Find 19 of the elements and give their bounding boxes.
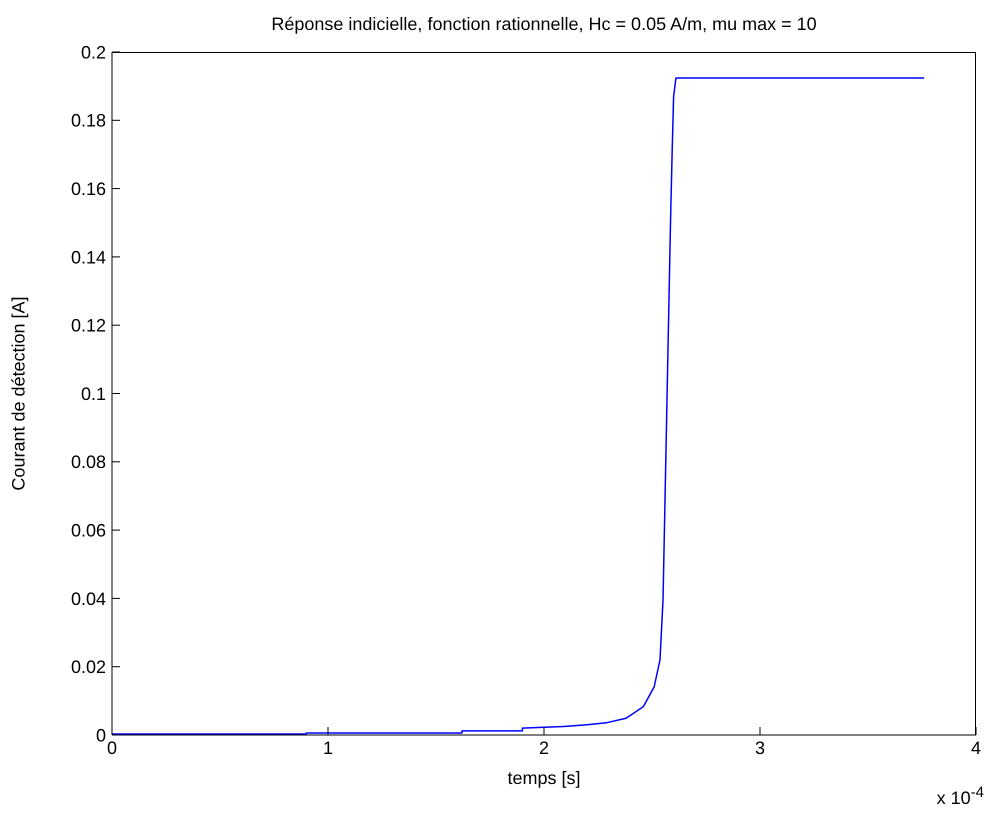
text: x 10$^{-4}$ (936, 784, 984, 809)
y-axis-title: Courant de détection [A] (8, 296, 28, 491)
y-tick-label: 0.04 (70, 588, 106, 609)
x-tick-label: 4 (970, 738, 982, 758)
y-tick-label: 0.18 (70, 110, 106, 131)
x-tick-label: 1 (322, 738, 334, 758)
y-tick-label: 0.1 (80, 384, 106, 404)
x-tick-label: 2 (538, 738, 550, 758)
chart-title: Réponse indicielle, fonction rationnelle, Hc = 0.05 A/m, mu max = 10 (270, 14, 818, 35)
y-tick-label: 0.14 (70, 247, 106, 268)
x-axis-title: temps [s] (507, 768, 581, 788)
y-tick-label: 0.08 (70, 452, 106, 472)
y-tick-label: 0.16 (70, 178, 106, 199)
y-tick-label: 0.02 (70, 657, 106, 678)
y-tick-label: 0.2 (80, 42, 106, 62)
x-tick-label: 3 (754, 738, 766, 758)
y-tick-label: 0.12 (70, 316, 106, 336)
y-tick-label: 0 (96, 725, 106, 746)
y-tick-label: 0.06 (70, 520, 106, 540)
